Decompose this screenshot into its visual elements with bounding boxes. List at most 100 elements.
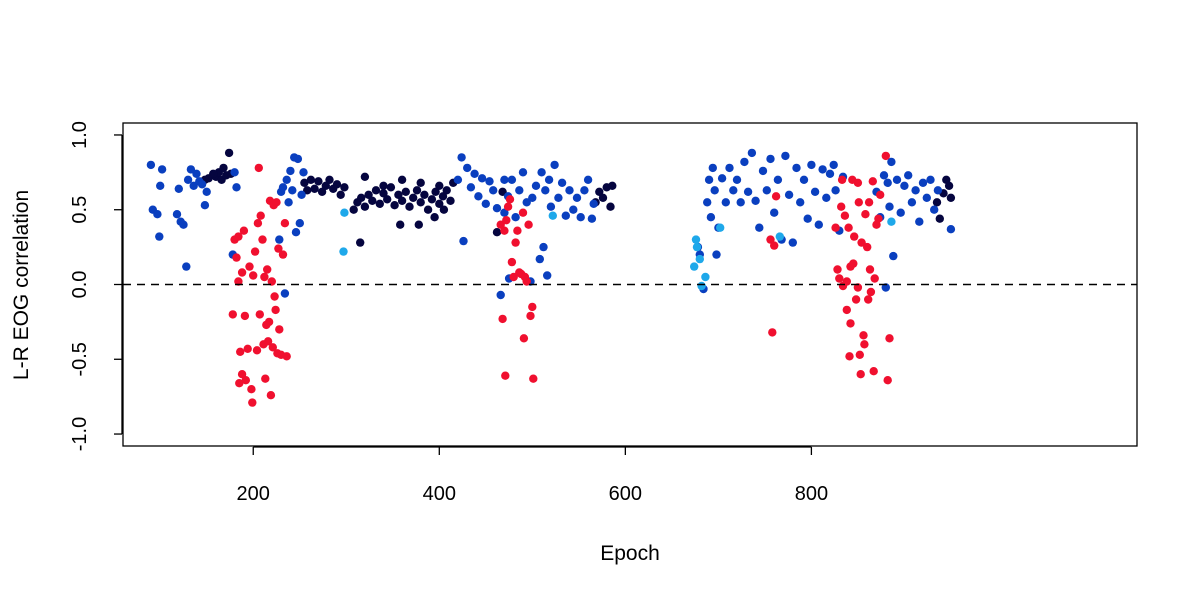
scatter-point-red (263, 265, 272, 274)
scatter-point-red (260, 272, 269, 282)
scatter-point-blue (481, 199, 490, 208)
scatter-point-red (234, 277, 243, 286)
scatter-point-navy (371, 186, 381, 195)
scatter-point-red (770, 241, 779, 250)
scatter-point-red (768, 328, 777, 337)
scatter-point-blue (197, 180, 207, 189)
scatter-point-blue (232, 183, 241, 192)
scatter-point-navy (397, 175, 407, 184)
scatter-point-navy (303, 186, 312, 195)
scatter-point-navy (439, 205, 449, 214)
scatter-point-red (267, 277, 276, 286)
scatter-point-blue (704, 175, 714, 184)
scatter-point-red (831, 223, 840, 232)
scatter-point-navy (325, 175, 334, 184)
scatter-point-red (501, 371, 510, 380)
scatter-point-red (253, 219, 263, 228)
scatter-point-navy (932, 198, 942, 207)
scatter-point-red (850, 232, 859, 241)
scatter-point-light_blue (692, 242, 702, 252)
scatter-point-blue (799, 175, 809, 184)
y-axis-title: L-R EOG correlation (10, 190, 33, 380)
scatter-point-navy (606, 202, 615, 211)
scatter-point-red (865, 265, 875, 274)
scatter-point-blue (485, 177, 494, 186)
scatter-point-blue (179, 220, 188, 229)
y-tick-label: 0.0 (69, 271, 91, 299)
scatter-point-blue (889, 251, 898, 261)
scatter-point-blue (831, 186, 840, 195)
scatter-point-blue (918, 178, 928, 187)
scatter-point-blue (507, 175, 517, 184)
scatter-point-red (254, 163, 263, 173)
scatter-point-red (261, 374, 270, 383)
scatter-point-navy (375, 199, 384, 208)
scatter-point-blue (829, 160, 838, 170)
scatter-point-blue (295, 219, 304, 228)
scatter-point-navy (416, 178, 425, 187)
scatter-point-red (863, 242, 872, 252)
scatter-point-red (268, 343, 277, 352)
scatter-point-blue (463, 163, 472, 173)
scatter-point-red (522, 277, 531, 286)
scatter-point-navy (423, 205, 433, 214)
scatter-point-red (239, 226, 249, 235)
scatter-point-blue (496, 290, 505, 300)
scatter-point-blue (522, 198, 531, 207)
scatter-point-red (498, 314, 507, 324)
scatter-point-blue (825, 169, 835, 178)
scatter-point-blue (155, 232, 164, 241)
scatter-point-blue (712, 250, 721, 259)
scatter-point-navy (435, 181, 444, 190)
scatter-point-blue (904, 171, 913, 180)
scatter-point-navy (224, 148, 234, 158)
scatter-point-blue (580, 186, 589, 195)
scatter-point-red (881, 151, 890, 161)
scatter-point-navy (409, 193, 418, 202)
scatter-point-navy (935, 214, 944, 223)
scatter-point-blue (293, 154, 303, 164)
y-tick-label: -0.5 (69, 342, 91, 376)
scatter-point-red (270, 292, 279, 301)
scatter-point-red (241, 376, 250, 385)
scatter-point-red (856, 370, 865, 379)
scatter-point-blue (500, 175, 509, 184)
scatter-point-blue (922, 193, 931, 202)
scatter-point-navy (383, 195, 392, 204)
scatter-point-navy (401, 187, 410, 196)
scatter-point-blue (810, 187, 820, 196)
scatter-point-navy (397, 196, 407, 205)
x-tick-label: 400 (423, 483, 456, 505)
scatter-point-blue (751, 196, 760, 205)
scatter-point-blue (174, 184, 183, 193)
y-tick-label: -1.0 (69, 417, 91, 451)
scatter-point-blue (708, 163, 717, 173)
scatter-point-blue (572, 193, 582, 202)
scatter-point-red (849, 259, 858, 268)
scatter-point-blue (770, 208, 779, 217)
scatter-point-blue (583, 175, 593, 184)
scatter-point-light_blue (548, 211, 557, 220)
scatter-point-blue (946, 225, 956, 234)
scatter-point-navy (390, 201, 399, 210)
scatter-point-navy (435, 199, 444, 208)
scatter-point-navy (431, 187, 440, 196)
scatter-point-navy (944, 181, 954, 190)
scatter-point-blue (740, 157, 749, 167)
scatter-point-red (845, 352, 854, 361)
scatter-point-navy (427, 195, 437, 204)
scatter-point-navy (416, 198, 425, 207)
scatter-point-blue (881, 283, 890, 292)
scatter-point-navy (321, 181, 330, 190)
scatter-point-blue (915, 217, 924, 226)
scatter-point-blue (518, 168, 528, 177)
scatter-point-red (258, 235, 267, 244)
scatter-point-blue (887, 157, 896, 167)
scatter-point-blue (907, 198, 917, 207)
scatter-point-red (503, 202, 513, 211)
scatter-point-red (519, 334, 529, 343)
scatter-point-blue (286, 166, 295, 176)
scatter-point-blue (773, 175, 783, 184)
